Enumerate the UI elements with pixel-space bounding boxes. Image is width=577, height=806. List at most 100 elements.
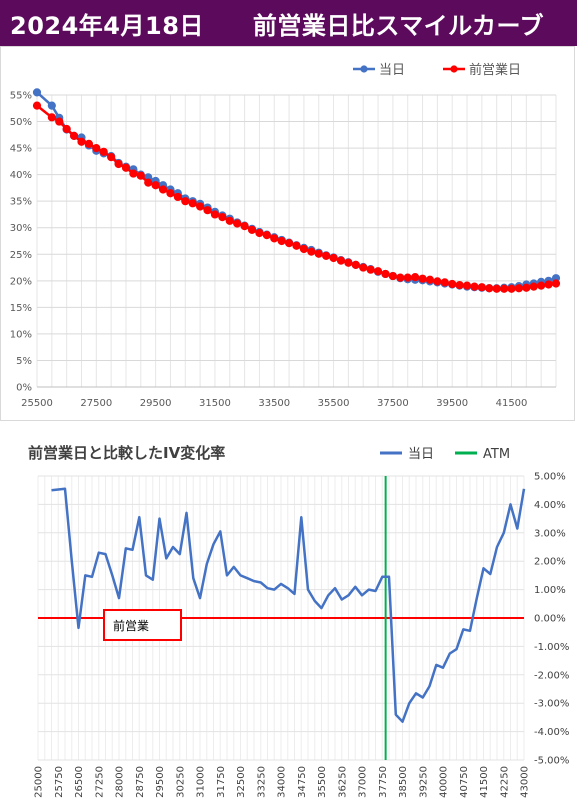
- gridlines: [36, 94, 557, 388]
- data-point: [233, 219, 242, 228]
- data-point: [32, 101, 42, 110]
- x-tick-label: 31750: [216, 766, 227, 798]
- data-point: [522, 283, 531, 292]
- y-tick-label: 55%: [10, 91, 32, 102]
- y-tick-label: 45%: [10, 144, 32, 155]
- data-point: [485, 284, 494, 293]
- legend: 当日 ATM: [380, 447, 510, 462]
- y-tick-label: 2.00%: [534, 557, 566, 568]
- y-tick-label: 1.00%: [534, 585, 566, 596]
- data-point: [492, 284, 501, 293]
- legend: 当日 前営業日: [353, 62, 521, 78]
- series-line-1: [36, 104, 557, 291]
- data-point: [47, 101, 56, 110]
- data-point: [425, 275, 435, 284]
- data-point: [284, 239, 294, 248]
- data-point: [181, 197, 190, 206]
- data-point: [359, 263, 368, 272]
- x-tick-label: 37750: [378, 766, 389, 798]
- y-tick-label: -2.00%: [534, 670, 569, 681]
- data-point: [158, 185, 168, 194]
- x-tick-label: 39500: [436, 398, 468, 409]
- x-tick-label: 27500: [80, 398, 112, 409]
- y-tick-label: -1.00%: [534, 642, 569, 653]
- data-point: [47, 113, 56, 122]
- x-tick-label: 34750: [297, 766, 308, 798]
- data-point: [336, 256, 346, 265]
- zero-label-box: [103, 609, 182, 641]
- legend-label-today: 当日: [408, 447, 434, 462]
- smile-curve-panel: 0% 5% 10% 15% 20% 25% 30% 35% 40% 45% 50% 55% 25500 2…: [0, 46, 575, 421]
- y-tick-label: 40%: [10, 170, 32, 181]
- data-point: [514, 284, 524, 293]
- page-header: 2024年4月18日 前営業日比スマイルカーブ: [0, 0, 577, 46]
- data-point: [366, 265, 375, 274]
- data-point: [500, 284, 509, 293]
- data-point: [314, 249, 323, 258]
- x-tick-label: 36250: [337, 766, 348, 798]
- y-tick-label: -4.00%: [534, 727, 569, 738]
- x-tick-label: 35500: [317, 766, 328, 798]
- data-point: [247, 225, 257, 234]
- data-point: [151, 181, 160, 190]
- iv-change-line: [51, 487, 526, 723]
- x-tick-label: 42250: [499, 766, 510, 798]
- smile-curve-chart: 0% 5% 10% 15% 20% 25% 30% 35% 40% 45% 50% 55% 25500 2…: [10, 62, 561, 409]
- x-tick-label: 29500: [140, 398, 172, 409]
- x-tick-label: 25750: [54, 766, 65, 798]
- data-point: [55, 117, 64, 126]
- data-point: [418, 274, 427, 283]
- data-point: [62, 124, 71, 134]
- iv-change-chart: 5.00% 4.00% 3.00% 2.00% 1.00% 0.00% -1.00% -2.0…: [28, 444, 569, 798]
- x-tick-label: 26500: [74, 766, 85, 798]
- x-tick-label: 25500: [21, 398, 53, 409]
- data-point: [114, 159, 123, 169]
- data-point: [218, 213, 227, 222]
- data-point: [462, 281, 472, 290]
- y-tick-label: 5.00%: [534, 472, 566, 483]
- x-tick-label: 33250: [256, 766, 267, 798]
- y-tick-label: 4.00%: [534, 500, 566, 511]
- x-tick-label: 31500: [199, 398, 231, 409]
- y-tick-label: 0.00%: [534, 614, 566, 625]
- y-tick-label: 25%: [10, 250, 32, 261]
- data-point: [551, 279, 561, 288]
- data-point: [129, 169, 138, 178]
- x-tick-label: 43000: [520, 766, 531, 798]
- data-point: [32, 88, 42, 97]
- chart-title: 前営業日と比較したIV変化率: [28, 444, 225, 462]
- y-tick-label: 3.00%: [534, 528, 566, 539]
- x-tick-label: 31000: [196, 766, 207, 798]
- x-tick-label: 35500: [318, 398, 350, 409]
- data-point: [455, 280, 464, 290]
- data-point: [433, 277, 442, 286]
- data-point: [255, 228, 264, 238]
- y-tick-label: 30%: [10, 223, 32, 234]
- legend-label: 当日: [379, 63, 405, 78]
- data-point: [411, 273, 420, 282]
- x-tick-label: 37000: [358, 766, 369, 798]
- data-point: [448, 279, 457, 289]
- data-point: [470, 282, 479, 291]
- x-tick-label: 41500: [479, 766, 490, 798]
- data-point: [440, 278, 449, 287]
- x-tick-label: 40750: [459, 766, 470, 798]
- data-point: [299, 244, 309, 254]
- data-point: [373, 267, 383, 276]
- x-tick-label: 38500: [398, 766, 409, 798]
- data-point: [277, 236, 286, 246]
- zero-label: 前営業: [113, 618, 149, 633]
- x-tick-label: 33500: [258, 398, 290, 409]
- data-point: [77, 137, 86, 146]
- data-point: [99, 147, 108, 156]
- x-tick-label: 32500: [236, 766, 247, 798]
- x-tick-label: 28000: [115, 766, 126, 798]
- data-point: [92, 143, 101, 153]
- data-point: [344, 258, 353, 267]
- data-point: [136, 171, 145, 180]
- x-tick-label: 34000: [277, 766, 288, 798]
- data-point: [388, 271, 397, 281]
- x-tick-label: 27250: [94, 766, 105, 798]
- y-tick-label: -3.00%: [534, 699, 569, 710]
- x-tick-label: 40000: [439, 766, 450, 798]
